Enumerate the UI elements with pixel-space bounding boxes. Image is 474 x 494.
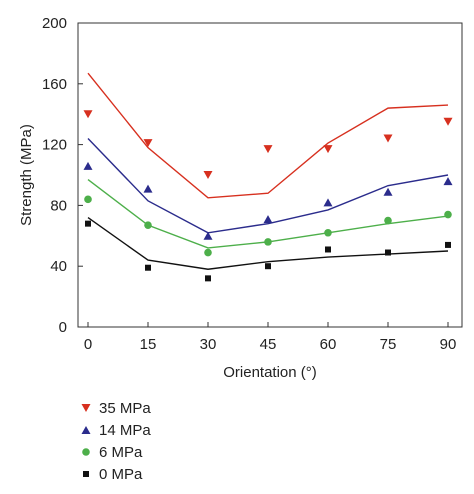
y-tick-label: 160	[42, 76, 67, 93]
data-point-35-mpa	[383, 134, 393, 143]
y-tick-label: 200	[42, 15, 67, 32]
x-tick-label: 15	[140, 336, 157, 353]
data-point-6-mpa	[264, 238, 272, 246]
data-point-6-mpa	[204, 248, 212, 257]
x-axis-title: Orientation (°)	[223, 364, 317, 381]
y-tick-label: 40	[50, 258, 67, 275]
data-markers	[83, 110, 453, 282]
legend-marker-14-mpa	[81, 426, 91, 434]
data-point-0-mpa	[85, 220, 91, 227]
data-point-14-mpa	[263, 215, 273, 224]
x-tick-label: 45	[260, 336, 277, 353]
y-tick-label: 0	[59, 319, 67, 336]
fit-line-35-mpa	[87, 72, 449, 199]
legend-marker-0-mpa	[83, 471, 89, 477]
x-tick-label: 60	[320, 336, 337, 353]
data-point-6-mpa	[384, 216, 392, 225]
fit-line-14-mpa	[87, 138, 449, 234]
x-tick-label: 0	[84, 336, 92, 353]
data-point-14-mpa	[143, 184, 153, 193]
legend-label-6-mpa: 6 MPa	[99, 444, 143, 461]
data-point-14-mpa	[323, 198, 333, 207]
data-point-35-mpa	[203, 171, 213, 179]
data-point-14-mpa	[383, 187, 393, 196]
legend: 35 MPa 14 MPa 6 MPa 0 MPa	[81, 400, 151, 483]
x-axis: 0 15 30 45 60 75 90	[84, 322, 457, 353]
y-tick-label: 80	[50, 197, 67, 214]
x-tick-label: 30	[200, 336, 217, 353]
fit-line-6-mpa	[87, 179, 449, 249]
x-tick-label: 75	[380, 336, 397, 353]
data-point-35-mpa	[443, 117, 453, 126]
data-point-6-mpa	[144, 221, 152, 229]
data-point-0-mpa	[205, 275, 211, 282]
data-point-14-mpa	[443, 177, 453, 186]
y-tick-label: 120	[42, 137, 67, 154]
data-point-6-mpa	[444, 210, 452, 219]
data-point-35-mpa	[263, 145, 273, 154]
data-point-0-mpa	[385, 249, 391, 256]
data-point-14-mpa	[83, 161, 93, 170]
y-axis: 0 40 80 120 160 200	[42, 15, 83, 336]
plot-frame	[77, 22, 463, 328]
x-tick-label: 90	[440, 336, 457, 353]
data-point-0-mpa	[445, 241, 451, 248]
data-point-14-mpa	[203, 231, 213, 240]
data-point-6-mpa	[324, 228, 332, 237]
plot-area	[77, 22, 463, 328]
data-point-35-mpa	[83, 110, 93, 119]
legend-marker-35-mpa	[81, 404, 91, 412]
legend-label-14-mpa: 14 MPa	[99, 422, 151, 439]
data-point-0-mpa	[145, 264, 151, 271]
data-point-0-mpa	[325, 246, 331, 253]
legend-label-0-mpa: 0 MPa	[99, 466, 143, 483]
data-point-6-mpa	[84, 195, 92, 204]
legend-marker-6-mpa	[82, 448, 90, 456]
data-point-35-mpa	[143, 139, 153, 148]
y-axis-title: Strength (MPa)	[18, 124, 35, 226]
legend-label-35-mpa: 35 MPa	[99, 400, 151, 417]
data-point-35-mpa	[323, 145, 333, 154]
data-point-0-mpa	[265, 263, 271, 270]
